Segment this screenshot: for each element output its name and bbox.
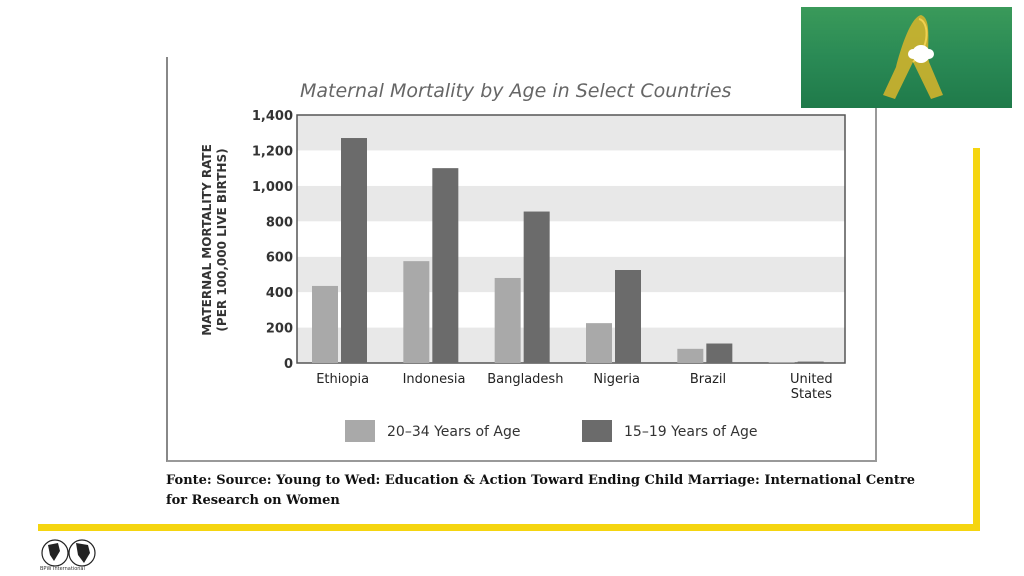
y-tick-label: 1,400 (252, 109, 293, 124)
legend-label-0: 20–34 Years of Age (387, 424, 521, 440)
bar-indonesia-series-1 (432, 168, 459, 363)
legend-label-1: 15–19 Years of Age (624, 424, 758, 440)
bar-united-states-series-0 (768, 362, 795, 363)
y-tick-label: 1,200 (252, 144, 293, 159)
grid-band (297, 185, 845, 222)
plot-border (296, 114, 846, 364)
grid-band (297, 221, 845, 257)
bar-bangladesh-series-0 (494, 277, 521, 363)
bar-indonesia-series-0 (403, 261, 430, 363)
source-citation: Fonte: Source: Young to Wed: Education &… (166, 471, 926, 511)
chart-title: Maternal Mortality by Age in Select Coun… (300, 80, 732, 102)
y-tick-label: 0 (284, 357, 293, 372)
y-axis-label: MATERNAL MORTALITY RATE (200, 144, 214, 336)
bar-nigeria-series-1 (615, 270, 641, 363)
bar-brazil-series-1 (706, 343, 733, 363)
bar-bangladesh-series-1 (523, 211, 550, 363)
x-tick-label: Nigeria (593, 372, 640, 387)
x-tick-label: Bangladesh (487, 372, 563, 387)
ribbon-icon (883, 15, 943, 99)
legend-swatch-1 (582, 420, 612, 442)
bar-brazil-series-0 (677, 348, 704, 363)
source-prefix: Fonte (166, 473, 207, 488)
y-tick-label: 800 (266, 215, 293, 230)
grid-band (297, 115, 845, 151)
bar-united-states-series-1 (797, 361, 824, 363)
grid-band (297, 256, 845, 293)
grid-band (297, 292, 845, 328)
x-tick-label: Indonesia (403, 372, 466, 387)
logo-caption: BPW International (40, 566, 85, 572)
awareness-ribbon-photo (801, 7, 1012, 108)
source-text: : Source: Young to Wed: Education & Acti… (166, 473, 916, 508)
y-tick-label: 1,000 (252, 180, 293, 195)
bar-ethiopia-series-1 (341, 138, 367, 363)
chart-frame (166, 57, 877, 462)
yellow-accent-line-horizontal (38, 524, 980, 531)
bar-chart: 0 200 400 600 800 1,000 1,200 1,400 Ethiopia Ind… (200, 109, 846, 442)
bar-nigeria-series-0 (586, 323, 612, 363)
grid-band (297, 327, 845, 363)
y-tick-label: 400 (266, 286, 293, 301)
bpw-globe-logo (41, 539, 96, 567)
legend-swatch-0 (345, 420, 375, 442)
x-tick-label: United States (790, 372, 833, 402)
yellow-accent-line-vertical (973, 148, 980, 531)
x-tick-label: Brazil (690, 372, 726, 387)
grid-band (297, 150, 845, 186)
y-tick-label: 600 (266, 251, 293, 266)
y-axis-sublabel: (PER 100,000 LIVE BIRTHS) (215, 148, 229, 331)
bar-ethiopia-series-0 (312, 285, 338, 363)
y-tick-label: 200 (266, 322, 293, 337)
x-tick-label: Ethiopia (316, 372, 369, 387)
